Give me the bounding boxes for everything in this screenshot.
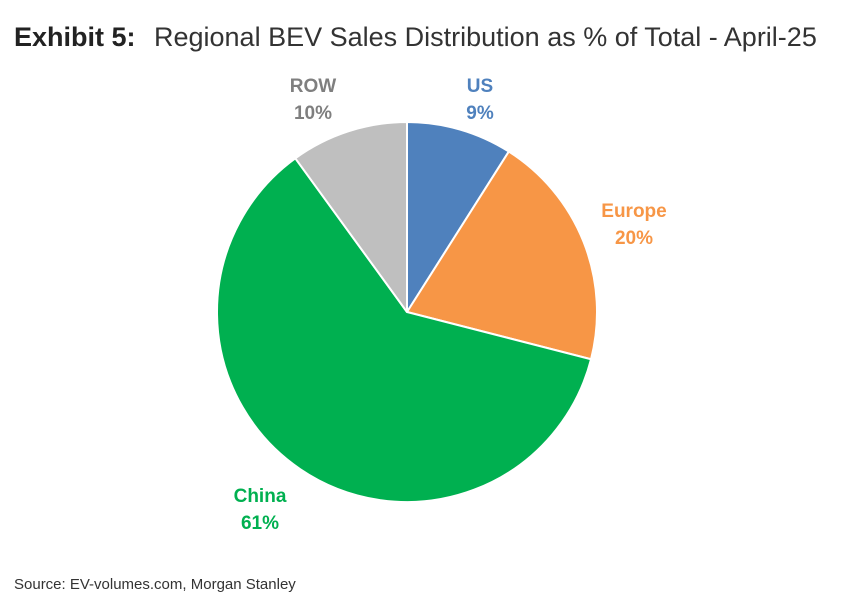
slice-label-europe-name: Europe [601, 201, 667, 222]
pie-slice-row [294, 121, 408, 313]
slice-label-row-name: ROW [289, 76, 337, 97]
slice-label-row-value: 10% [293, 103, 333, 124]
chart-title: Regional BEV Sales Distribution as % of … [154, 22, 817, 52]
source-note: Source: EV-volumes.com, Morgan Stanley [14, 576, 296, 593]
slice-label-row: ROW 10% [253, 73, 373, 127]
slice-label-europe-value: 20% [614, 228, 654, 249]
exhibit-number: Exhibit 5: [14, 22, 136, 52]
slice-label-us-value: 9% [466, 103, 494, 124]
slice-label-europe: Europe 20% [574, 198, 694, 252]
pie-slice-us [406, 121, 510, 313]
slice-label-china: China 61% [200, 483, 320, 537]
pie-slice-europe [406, 150, 598, 361]
chart-header: Exhibit 5: Regional BEV Sales Distributio… [14, 20, 817, 54]
slice-label-us: US 9% [420, 73, 540, 127]
pie-slice-china [216, 157, 593, 503]
slice-label-us-name: US [466, 76, 494, 97]
slice-label-china-value: 61% [240, 513, 280, 534]
slice-label-china-name: China [233, 486, 287, 507]
